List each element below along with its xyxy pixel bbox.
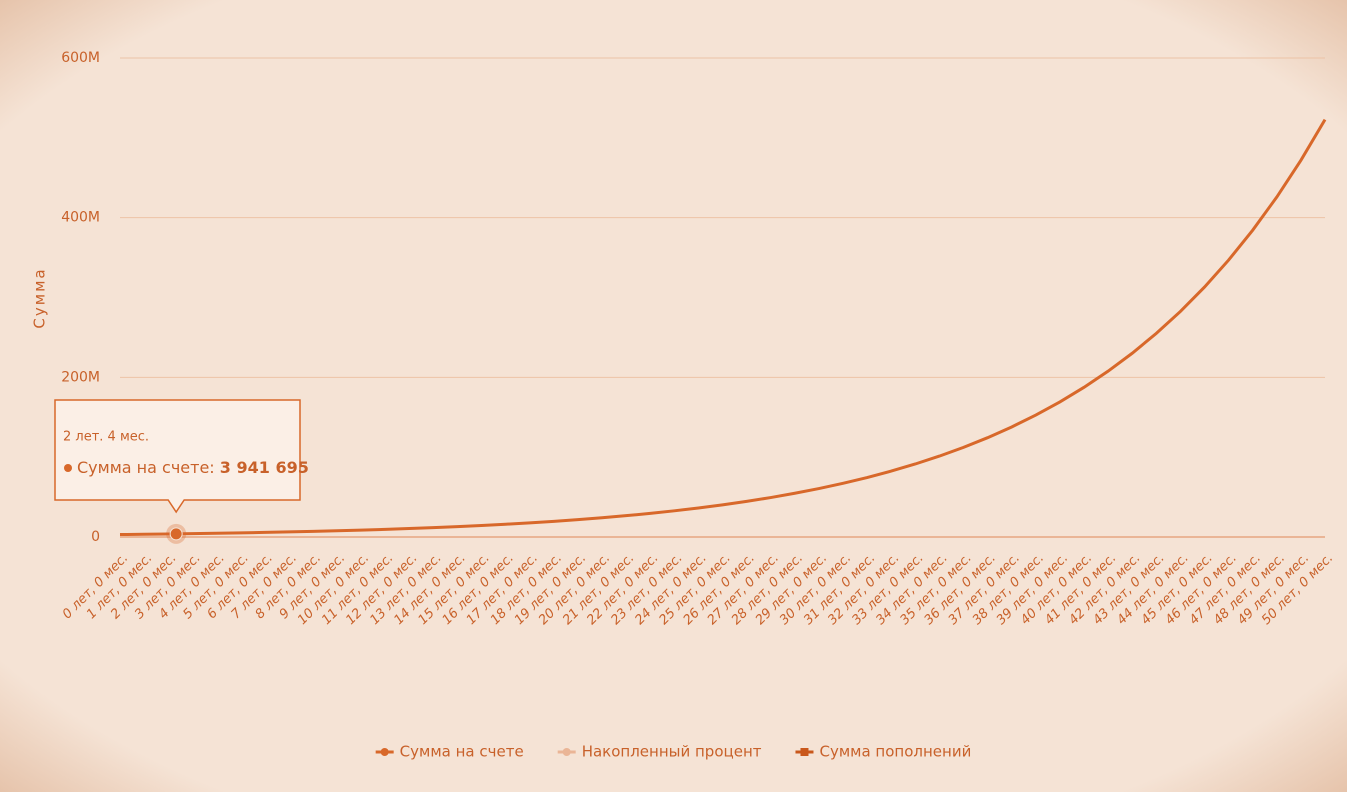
legend-label: Накопленный процент	[582, 743, 762, 761]
legend-symbol	[380, 748, 389, 756]
legend-label: Сумма пополнений	[819, 743, 971, 761]
y-tick-label: 400M	[61, 210, 100, 226]
legend-item: Сумма на счете	[375, 743, 524, 761]
tooltip-title: 2 лет. 4 мес.	[63, 430, 149, 445]
y-tick-label: 0	[91, 529, 100, 545]
legend: Сумма на счете Накопленный процент Сумма п…	[375, 743, 971, 761]
tooltip-value: 3 941 695	[220, 458, 309, 477]
series-line	[119, 118, 1327, 537]
tooltip-point	[169, 527, 183, 541]
y-tick-label: 200M	[61, 369, 100, 385]
legend-item: Накопленный процент	[557, 743, 762, 761]
legend-item: Сумма пополнений	[795, 743, 971, 761]
tooltip-label: Сумма на счете:	[77, 458, 215, 477]
y-axis-title: Сумма	[31, 267, 49, 328]
legend-symbol	[800, 748, 809, 756]
legend-symbol	[562, 748, 571, 756]
y-tick-label: 600M	[61, 50, 100, 66]
legend-label: Сумма на счете	[400, 743, 524, 761]
tooltip-box	[54, 399, 301, 514]
tooltip-line: Сумма на счете: 3 941 695	[77, 458, 309, 477]
tooltip-bullet	[64, 464, 72, 472]
